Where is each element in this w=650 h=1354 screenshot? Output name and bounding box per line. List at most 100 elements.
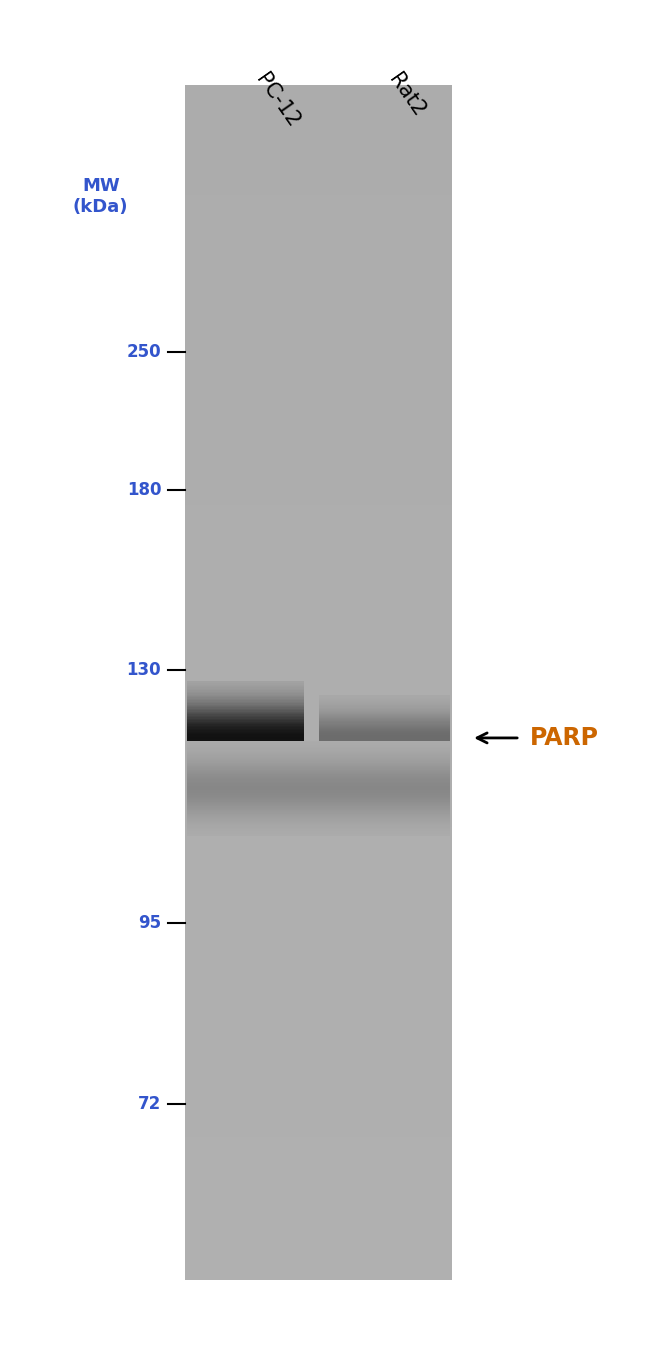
- Bar: [185, 955, 452, 969]
- Bar: [318, 766, 450, 768]
- Bar: [187, 783, 450, 785]
- Bar: [185, 240, 452, 255]
- Bar: [318, 774, 450, 777]
- Bar: [185, 907, 452, 922]
- Bar: [185, 872, 452, 887]
- Bar: [318, 734, 450, 735]
- Bar: [187, 793, 450, 796]
- Bar: [185, 252, 452, 267]
- Bar: [187, 754, 450, 756]
- Bar: [185, 1170, 452, 1185]
- Bar: [185, 418, 452, 433]
- Bar: [187, 792, 450, 795]
- Bar: [318, 724, 450, 726]
- Bar: [318, 777, 450, 779]
- Bar: [187, 812, 450, 815]
- Bar: [187, 793, 304, 796]
- Bar: [318, 754, 450, 756]
- Bar: [318, 731, 450, 733]
- Bar: [318, 695, 450, 697]
- Bar: [187, 823, 450, 826]
- Bar: [187, 716, 304, 719]
- Bar: [185, 1063, 452, 1076]
- Bar: [318, 726, 450, 728]
- Bar: [187, 726, 304, 727]
- Bar: [185, 835, 452, 850]
- Bar: [187, 705, 304, 707]
- Bar: [185, 634, 452, 649]
- Bar: [187, 830, 450, 831]
- Bar: [185, 776, 452, 791]
- Bar: [187, 724, 304, 726]
- Bar: [318, 765, 450, 766]
- Bar: [318, 700, 450, 701]
- Bar: [318, 745, 450, 746]
- Bar: [185, 1229, 452, 1244]
- Bar: [187, 798, 450, 799]
- Bar: [187, 788, 304, 789]
- Bar: [185, 467, 452, 481]
- Bar: [185, 741, 452, 756]
- Bar: [187, 766, 304, 769]
- Bar: [185, 371, 452, 386]
- Bar: [185, 991, 452, 1006]
- Bar: [187, 712, 304, 715]
- Bar: [318, 735, 450, 737]
- Bar: [185, 586, 452, 600]
- Bar: [187, 791, 304, 792]
- Bar: [187, 781, 304, 783]
- Bar: [185, 753, 452, 768]
- Bar: [185, 1014, 452, 1029]
- Bar: [187, 696, 304, 697]
- Bar: [187, 787, 304, 788]
- Bar: [185, 110, 452, 123]
- Bar: [318, 709, 450, 712]
- Bar: [187, 754, 450, 757]
- Bar: [318, 730, 450, 731]
- Bar: [187, 810, 450, 811]
- Bar: [187, 730, 304, 731]
- Bar: [318, 739, 450, 741]
- Bar: [185, 336, 452, 351]
- Bar: [185, 1193, 452, 1208]
- Bar: [187, 728, 304, 730]
- Bar: [187, 760, 304, 761]
- Bar: [187, 731, 304, 733]
- Bar: [318, 737, 450, 738]
- Bar: [318, 765, 450, 768]
- Bar: [318, 738, 450, 739]
- Bar: [187, 803, 450, 806]
- Bar: [187, 743, 450, 745]
- Bar: [185, 478, 452, 493]
- Bar: [185, 860, 452, 875]
- Bar: [318, 761, 450, 764]
- Bar: [185, 562, 452, 577]
- Bar: [187, 742, 304, 745]
- Bar: [187, 757, 450, 760]
- Bar: [185, 121, 452, 135]
- Bar: [187, 789, 450, 791]
- Bar: [187, 769, 450, 770]
- Bar: [318, 724, 450, 727]
- Bar: [187, 745, 450, 747]
- Bar: [187, 738, 304, 741]
- Bar: [318, 733, 450, 734]
- Bar: [187, 741, 450, 742]
- Bar: [187, 819, 450, 821]
- Bar: [187, 784, 304, 785]
- Bar: [185, 359, 452, 374]
- Bar: [187, 688, 304, 691]
- Bar: [318, 743, 450, 745]
- Bar: [187, 689, 304, 692]
- Bar: [187, 779, 450, 780]
- Bar: [187, 811, 450, 814]
- Bar: [185, 1182, 452, 1196]
- Bar: [187, 735, 304, 737]
- Bar: [187, 761, 304, 762]
- Bar: [318, 741, 450, 743]
- Bar: [187, 800, 450, 802]
- Bar: [187, 768, 304, 770]
- Bar: [187, 749, 304, 751]
- Bar: [318, 720, 450, 722]
- Bar: [187, 758, 304, 760]
